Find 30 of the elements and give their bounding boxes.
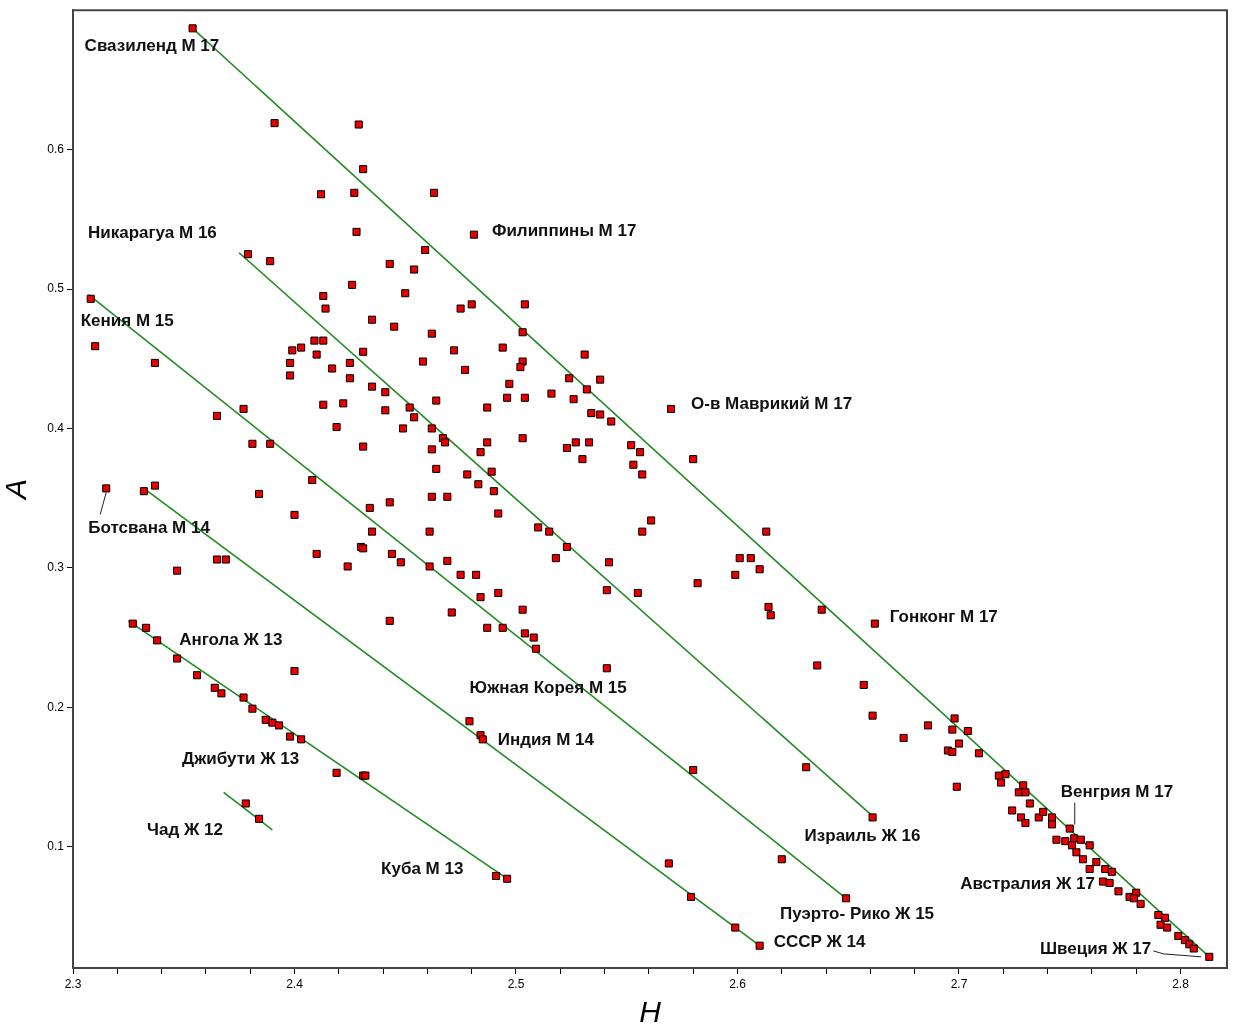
y-tick-label: 0.2: [47, 699, 65, 714]
annotation: Джибути Ж 13: [182, 749, 300, 769]
annotation: Пуэрто- Рико Ж 15: [780, 903, 935, 923]
x-tick-label: 2.6: [729, 976, 747, 991]
annotation: Чад Ж 12: [147, 819, 223, 839]
x-tick-label: 2.7: [950, 976, 968, 991]
y-tick-label: 0.4: [47, 420, 65, 435]
annotation: Куба М 13: [381, 858, 464, 878]
annotation: Филиппины М 17: [491, 221, 637, 241]
annotation: Венгрия М 17: [1060, 782, 1174, 802]
y-axis-title: A: [0, 479, 33, 502]
y-tick-label: 0.5: [47, 281, 65, 296]
annotation: СССР Ж 14: [773, 932, 867, 952]
x-axis-title: H: [639, 995, 662, 1029]
y-tick-label: 0.3: [47, 560, 65, 575]
annotation: Ангола Ж 13: [179, 630, 283, 650]
annotation: Гонконг М 17: [889, 607, 998, 627]
x-tick-label: 2.8: [1172, 976, 1190, 991]
x-tick-label: 2.3: [64, 976, 82, 991]
x-tick-label: 2.5: [507, 976, 525, 991]
y-tick-label: 0.1: [47, 839, 65, 854]
annotation: Швеция Ж 17: [1039, 938, 1152, 958]
annotation: Индия М 14: [497, 730, 595, 750]
annotation: Южная Корея М 15: [469, 677, 627, 697]
annotation: Никарагуа М 16: [87, 222, 217, 242]
annotation: О-в Маврикий М 17: [691, 393, 853, 413]
x-tick-label: 2.4: [286, 976, 304, 991]
annotation: Израиль Ж 16: [804, 826, 921, 846]
annotation: Австралия Ж 17: [960, 874, 1095, 894]
y-tick-label: 0.6: [47, 141, 65, 156]
